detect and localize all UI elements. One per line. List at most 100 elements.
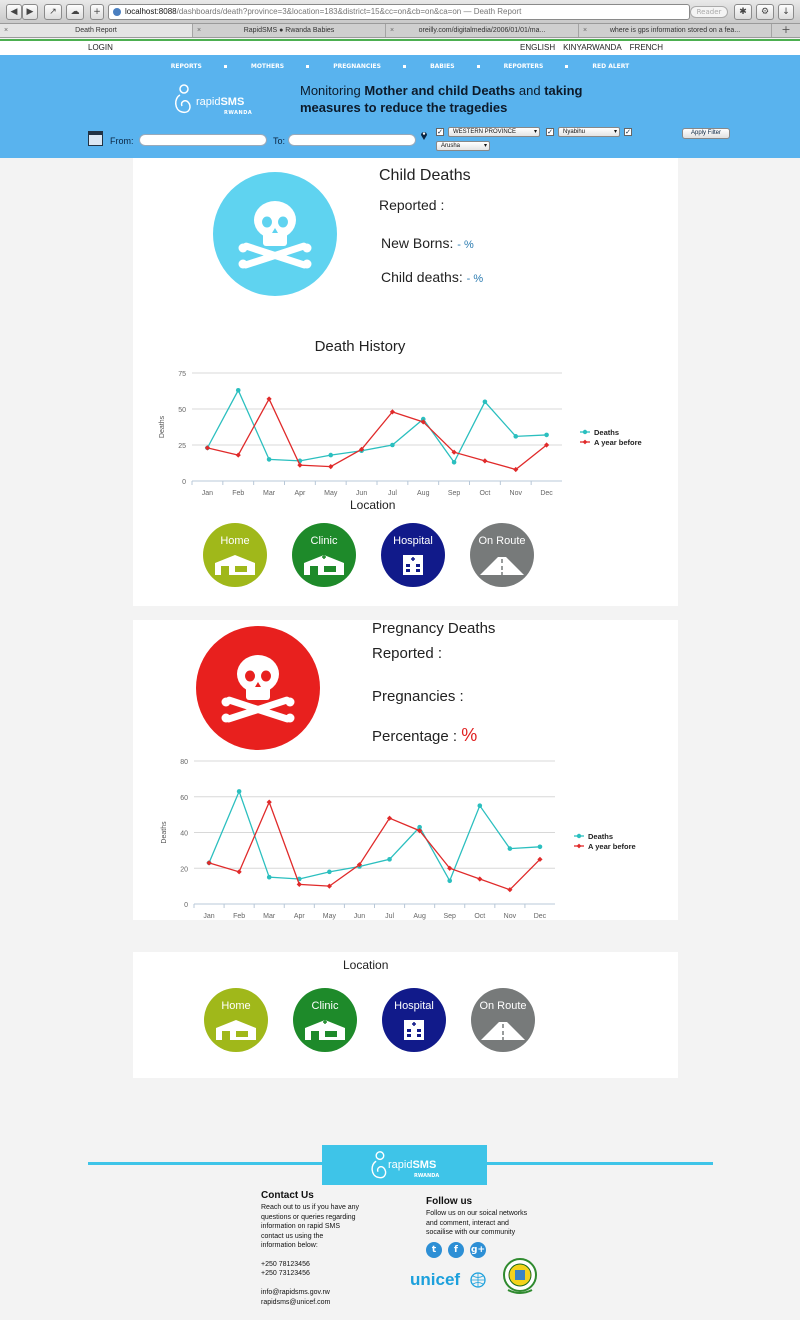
percentage-value: % bbox=[461, 725, 478, 745]
tab-rapidsms[interactable]: × RapidSMS ● Rwanda Babies bbox=[193, 24, 386, 37]
data-point bbox=[543, 442, 550, 448]
legend-marker bbox=[582, 429, 588, 435]
google-plus-icon[interactable]: g+ bbox=[470, 1242, 486, 1258]
data-point bbox=[417, 824, 422, 830]
add-bookmark-icon[interactable]: + bbox=[90, 4, 104, 20]
pregnancy-location-home[interactable]: Home bbox=[204, 988, 268, 1052]
y-tick-label: 50 bbox=[178, 407, 186, 414]
pregnancy-location-clinic[interactable]: Clinic bbox=[293, 988, 357, 1052]
data-point bbox=[420, 416, 426, 422]
url-host: localhost:8088 bbox=[125, 7, 177, 16]
data-point bbox=[266, 457, 272, 462]
to-date-input[interactable] bbox=[288, 134, 416, 146]
login-link[interactable]: LOGIN bbox=[88, 43, 113, 52]
nav-babies[interactable]: BABIES bbox=[430, 63, 455, 70]
close-icon[interactable]: × bbox=[4, 27, 9, 34]
gear-icon[interactable]: ⚙ bbox=[756, 4, 774, 20]
data-point bbox=[236, 789, 242, 794]
cloud-icon[interactable]: ☁ bbox=[66, 4, 84, 20]
reader-button[interactable]: Reader bbox=[690, 6, 728, 18]
data-point bbox=[390, 442, 395, 448]
facebook-icon[interactable]: f bbox=[448, 1242, 464, 1258]
pregnancy-location-title: Location bbox=[343, 958, 389, 972]
email-2[interactable]: rapidsms@unicef.com bbox=[261, 1299, 331, 1306]
lang-english[interactable]: ENGLISH bbox=[520, 43, 556, 52]
y-tick-label: 0 bbox=[182, 479, 186, 486]
x-tick-label: May bbox=[324, 490, 338, 497]
rapidsms-logo[interactable]: rapidSMS RWANDA bbox=[170, 82, 270, 122]
nav-mothers[interactable]: MOTHERS bbox=[250, 63, 285, 70]
calendar-icon[interactable] bbox=[88, 131, 103, 146]
data-point bbox=[296, 881, 302, 887]
phone-1: +250 78123456 bbox=[261, 1261, 310, 1268]
province-checkbox[interactable]: ✓ bbox=[436, 128, 444, 136]
y-tick-label: 25 bbox=[178, 443, 186, 450]
child-location-home[interactable]: Home bbox=[203, 523, 267, 587]
back-icon[interactable]: ◀ bbox=[6, 4, 22, 20]
apply-filter-button[interactable]: Apply Filter bbox=[682, 128, 730, 139]
nav-reports[interactable]: REPORTS bbox=[170, 63, 202, 70]
forward-icon[interactable]: ▶ bbox=[22, 4, 38, 20]
data-point bbox=[327, 869, 332, 875]
map-pin-icon bbox=[421, 132, 427, 140]
child-deaths-label: Child deaths: - % bbox=[381, 269, 484, 285]
lang-french[interactable]: FRENCH bbox=[629, 43, 663, 52]
browser-toolbar: ◀ ▶ ↗ ☁ + localhost:8088/dashboards/deat… bbox=[0, 0, 800, 24]
twitter-icon[interactable]: t bbox=[426, 1242, 442, 1258]
nav-reporters[interactable]: REPORTERS bbox=[503, 63, 544, 70]
new-tab-button[interactable]: + bbox=[781, 23, 791, 36]
nav-red-alert[interactable]: RED ALERT bbox=[592, 63, 630, 70]
data-point bbox=[328, 464, 334, 470]
child-deaths-title: Child Deaths bbox=[379, 167, 471, 184]
legend-label: Deaths bbox=[594, 428, 619, 437]
data-point bbox=[513, 434, 519, 439]
nav-pregnancies[interactable]: PREGNANCIES bbox=[333, 63, 381, 70]
y-tick-label: 75 bbox=[178, 371, 186, 378]
location-checkbox[interactable]: ✓ bbox=[624, 128, 632, 136]
pregnancy-location-on-route[interactable]: On Route bbox=[471, 988, 535, 1052]
close-icon[interactable]: × bbox=[390, 27, 395, 34]
tab-oreilly[interactable]: × oreilly.com/digitalmedia/2006/01/01/ma.… bbox=[386, 24, 579, 37]
data-point bbox=[482, 399, 488, 405]
follow-text: Follow us on our soical networks and com… bbox=[426, 1210, 528, 1236]
tab-death-report[interactable]: × Death Report bbox=[0, 24, 193, 37]
tab-gps[interactable]: × where is gps information stored on a fe… bbox=[579, 24, 772, 37]
legend-label: Deaths bbox=[588, 832, 613, 841]
tab-bar: × Death Report × RapidSMS ● Rwanda Babies … bbox=[0, 24, 800, 38]
contact-text: Reach out to us if you have any question… bbox=[261, 1204, 360, 1249]
province-select[interactable]: WESTERN PROVINCE bbox=[448, 127, 540, 137]
district-select[interactable]: Nyabihu bbox=[558, 127, 620, 137]
pregnancy-location-hospital[interactable]: Hospital bbox=[382, 988, 446, 1052]
email-1[interactable]: info@rapidsms.gov.rw bbox=[261, 1289, 330, 1296]
extension-icon[interactable]: ✱ bbox=[734, 4, 752, 20]
child-deaths-value: - % bbox=[466, 273, 484, 285]
data-point bbox=[328, 452, 334, 458]
x-tick-label: Apr bbox=[294, 490, 306, 497]
legend-label: A year before bbox=[588, 842, 636, 851]
share-icon[interactable]: ↗ bbox=[44, 4, 62, 20]
close-icon[interactable]: × bbox=[583, 27, 588, 34]
legend-marker bbox=[576, 833, 582, 839]
series-line-deaths bbox=[208, 789, 540, 883]
legend-marker bbox=[582, 439, 588, 445]
district-checkbox[interactable]: ✓ bbox=[546, 128, 554, 136]
footer-logo: rapidSMS RWANDA bbox=[322, 1145, 487, 1185]
x-tick-label: Jun bbox=[354, 913, 365, 920]
child-location-on-route[interactable]: On Route bbox=[470, 523, 534, 587]
download-icon[interactable]: ↓ bbox=[778, 4, 794, 20]
to-label: To: bbox=[273, 136, 286, 146]
location-label: Clinic bbox=[310, 535, 338, 547]
from-date-input[interactable] bbox=[139, 134, 267, 146]
location-select[interactable]: Arusha bbox=[436, 141, 490, 151]
pregnancy-skull-icon bbox=[196, 626, 320, 750]
tab-label: Death Report bbox=[75, 27, 117, 34]
close-icon[interactable]: × bbox=[197, 27, 202, 34]
lang-kinyarwanda[interactable]: KINYARWANDA bbox=[563, 43, 622, 52]
series-line-year-before bbox=[207, 397, 547, 471]
child-location-hospital[interactable]: Hospital bbox=[381, 523, 445, 587]
data-point bbox=[266, 799, 272, 805]
y-tick-label: 0 bbox=[184, 902, 188, 909]
x-tick-label: Nov bbox=[510, 490, 523, 497]
address-bar[interactable]: localhost:8088/dashboards/death?province… bbox=[108, 4, 690, 20]
child-location-clinic[interactable]: Clinic bbox=[292, 523, 356, 587]
